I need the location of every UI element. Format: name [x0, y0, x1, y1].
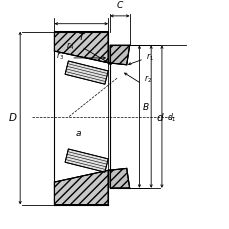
Polygon shape: [108, 169, 129, 188]
Polygon shape: [108, 46, 129, 65]
Text: T: T: [78, 32, 84, 41]
Text: B: B: [142, 103, 148, 112]
Text: d: d: [155, 112, 162, 122]
Text: D: D: [8, 112, 16, 122]
Polygon shape: [54, 32, 108, 63]
Text: $r_2$: $r_2$: [144, 73, 152, 85]
Text: a: a: [76, 129, 81, 138]
Polygon shape: [65, 149, 108, 172]
Text: $r_1$: $r_1$: [146, 51, 154, 63]
Polygon shape: [65, 62, 108, 85]
Polygon shape: [54, 171, 108, 205]
Text: C: C: [116, 1, 123, 10]
Text: $r_4$: $r_4$: [65, 40, 74, 52]
Text: $d_1$: $d_1$: [166, 111, 176, 123]
Text: $r_3$: $r_3$: [56, 50, 64, 61]
